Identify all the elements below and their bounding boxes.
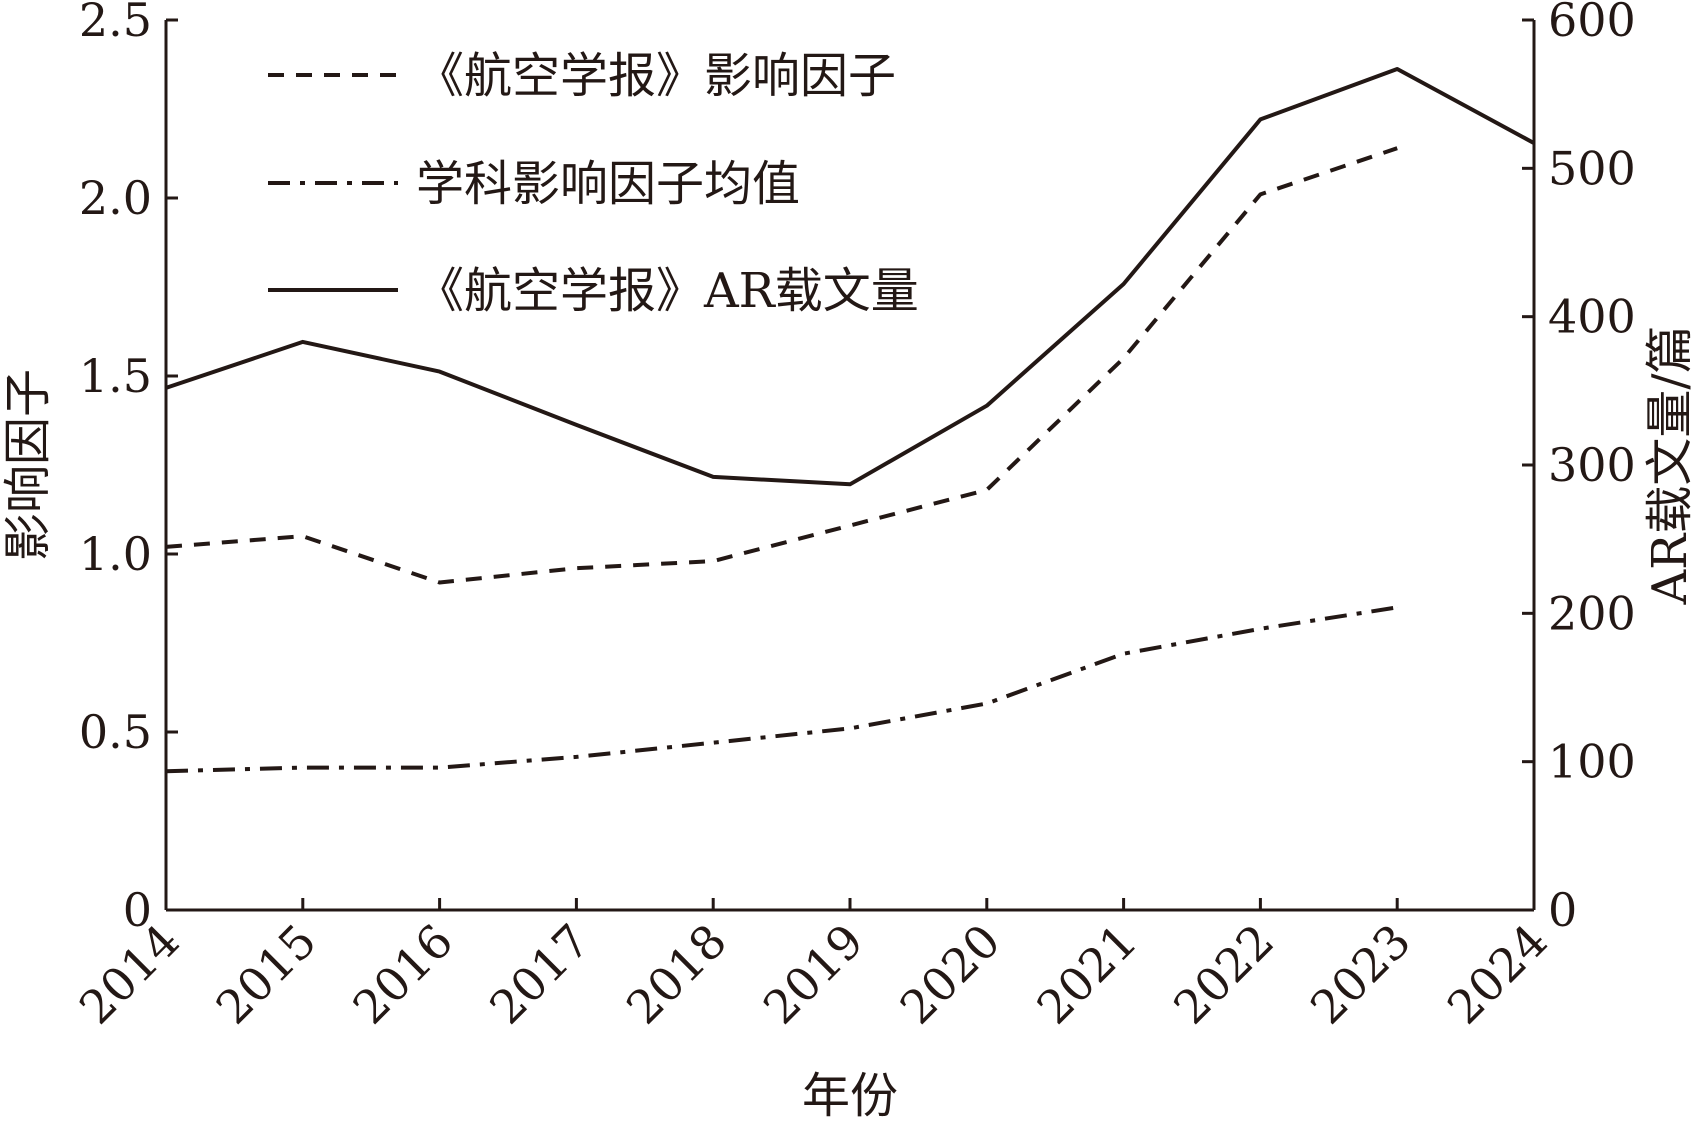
y2-tick-label: 300 [1548, 438, 1636, 492]
x-ticks: 2014 2015 2016 2017 2018 2019 2020 2021 2022 2023… [69, 898, 1558, 1035]
series-layer [165, 67, 1535, 774]
x-tick-label: 2016 [342, 914, 463, 1035]
y2-tick-label: 0 [1548, 883, 1577, 937]
y-tick-label: 1.0 [79, 527, 152, 581]
legend-label-1: 《航空学报》影响因子 [416, 48, 896, 104]
y-tick-label: 0 [123, 883, 152, 937]
y2-ticks: 0 100 200 300 400 500 600 [1522, 0, 1636, 937]
y-tick-label: 0.5 [79, 705, 152, 759]
x-axis-title: 年份 [802, 1068, 898, 1124]
y-axis-title: 影响因子 [0, 369, 56, 561]
y2-tick-label: 600 [1548, 0, 1636, 47]
y2-axis-title: AR载文量/篇 [1642, 326, 1698, 606]
axes [164, 20, 1536, 912]
y-ticks: 0 0.5 1.0 1.5 2.0 2.5 [79, 0, 178, 937]
x-tick-label: 2023 [1300, 914, 1421, 1035]
x-tick-label: 2021 [1026, 914, 1147, 1035]
y2-tick-label: 200 [1548, 586, 1636, 640]
y2-tick-label: 100 [1548, 735, 1636, 789]
series-line-2 [165, 605, 1398, 774]
y-tick-label: 1.5 [79, 349, 152, 403]
y2-tick-label: 500 [1548, 141, 1636, 195]
series-line-1 [165, 146, 1398, 585]
x-tick-label: 2019 [753, 914, 874, 1035]
x-tick-label: 2015 [206, 914, 327, 1035]
y-tick-label: 2.0 [79, 171, 152, 225]
x-tick-label: 2022 [1163, 914, 1284, 1035]
x-tick-label: 2018 [616, 914, 737, 1035]
x-tick-label: 2024 [1437, 914, 1558, 1035]
x-tick-label: 2017 [479, 914, 600, 1035]
y2-tick-label: 400 [1548, 290, 1636, 344]
legend-label-2: 学科影响因子均值 [416, 156, 800, 212]
x-tick-label: 2020 [890, 914, 1011, 1035]
legend-label-3: 《航空学报》AR载文量 [416, 263, 919, 319]
y-tick-label: 2.5 [79, 0, 152, 47]
